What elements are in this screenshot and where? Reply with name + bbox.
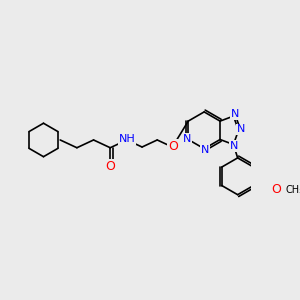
Text: O: O <box>168 140 178 153</box>
Text: O: O <box>271 183 281 196</box>
Text: O: O <box>105 160 115 173</box>
Text: N: N <box>230 141 238 151</box>
Text: NH: NH <box>118 134 135 144</box>
Text: N: N <box>237 124 245 134</box>
Text: N: N <box>201 145 209 154</box>
Text: N: N <box>231 110 239 119</box>
Text: N: N <box>183 134 192 144</box>
Text: CH₃: CH₃ <box>285 185 300 195</box>
